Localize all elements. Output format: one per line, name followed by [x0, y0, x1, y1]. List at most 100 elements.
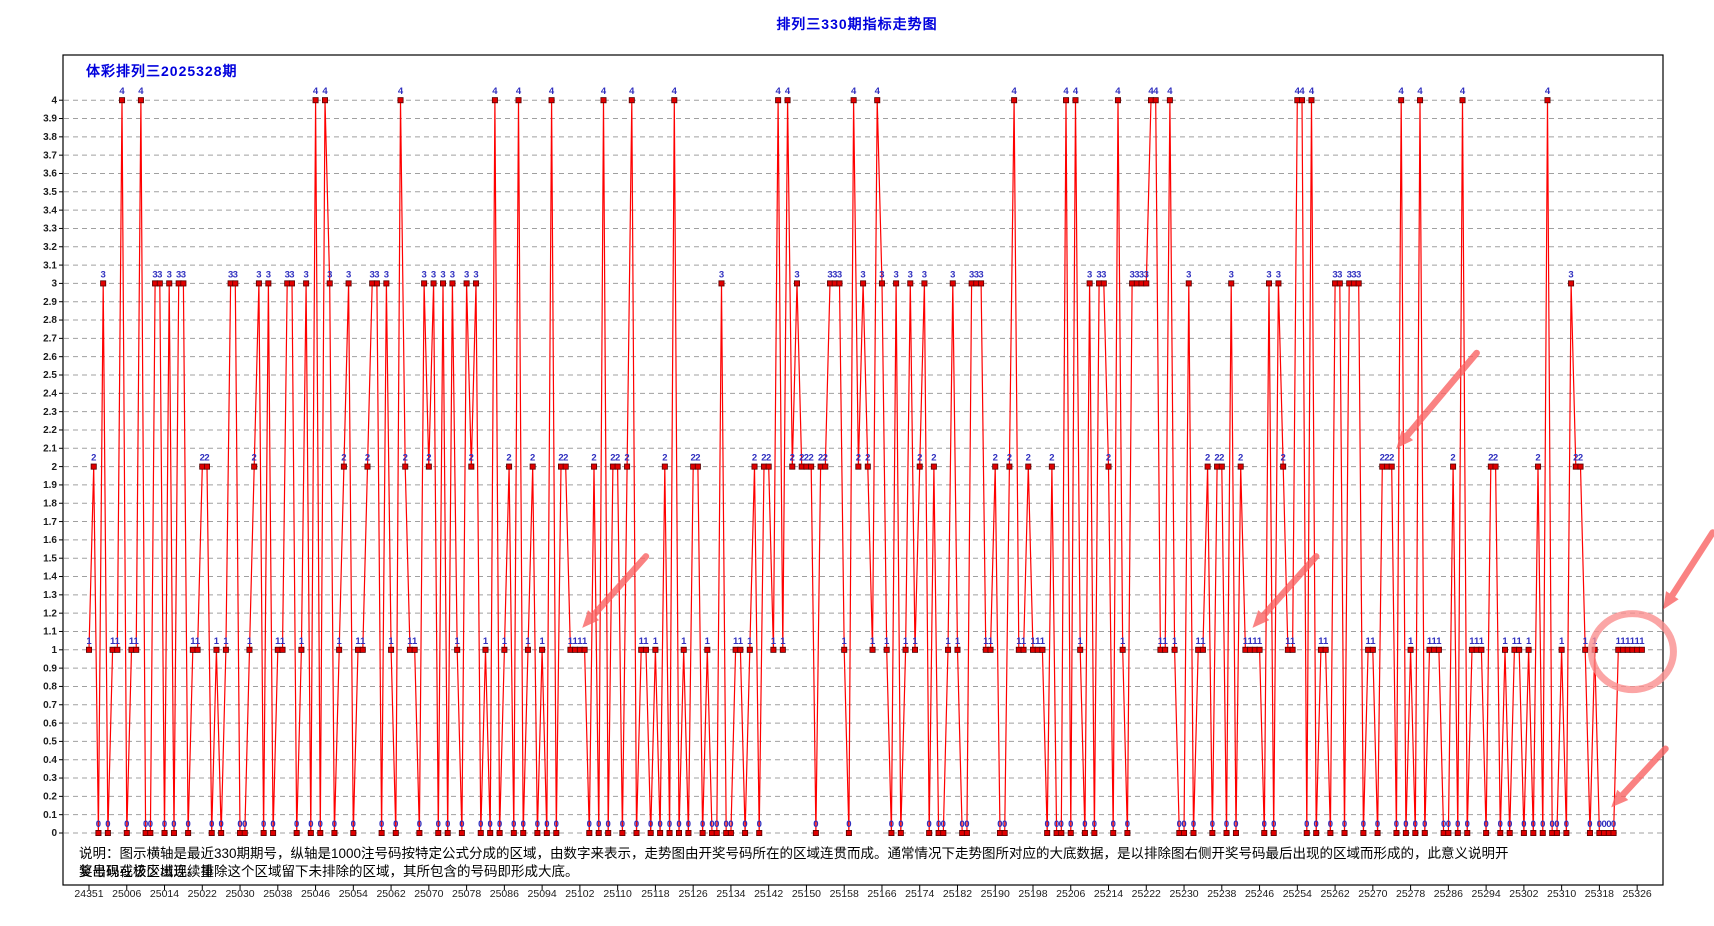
- data-point-label: 1: [1172, 636, 1178, 647]
- data-point-label: 1: [412, 636, 418, 647]
- data-point-label: 3: [228, 269, 233, 280]
- data-point-label: 2: [1384, 453, 1389, 464]
- data-point-label: 3: [893, 269, 898, 280]
- data-point-marker: [203, 463, 210, 470]
- data-point-marker: [307, 830, 314, 837]
- data-point-label: 2: [341, 453, 346, 464]
- data-point-label: 3: [719, 269, 724, 280]
- data-point-label: 1: [1635, 636, 1641, 647]
- data-point-marker: [595, 830, 602, 837]
- data-point-marker: [473, 280, 480, 287]
- data-point-marker: [553, 830, 560, 837]
- data-point-label: 2: [365, 453, 370, 464]
- data-point-marker: [1270, 830, 1277, 837]
- x-tick-label: 25174: [905, 888, 934, 900]
- data-point-marker: [435, 830, 442, 837]
- data-point-label: 3: [303, 269, 308, 280]
- data-point-label: 2: [865, 453, 870, 464]
- x-tick-label: 25070: [414, 888, 443, 900]
- data-point-marker: [1478, 646, 1485, 653]
- data-point-marker: [515, 97, 522, 104]
- data-point-label: 2: [1450, 453, 1455, 464]
- data-point-label: 2: [818, 453, 823, 464]
- data-point-label: 3: [1332, 269, 1337, 280]
- data-point-label: 1: [870, 636, 876, 647]
- data-point-label: 4: [601, 86, 607, 97]
- data-point-marker: [883, 646, 890, 653]
- data-point-marker: [251, 463, 258, 470]
- data-point-label: 0: [242, 819, 247, 830]
- data-point-label: 1: [388, 636, 394, 647]
- data-point-label: 0: [393, 819, 398, 830]
- data-point-marker: [303, 280, 310, 287]
- data-point-label: 1: [1620, 636, 1626, 647]
- data-point-label: 1: [639, 636, 645, 647]
- data-point-marker: [1464, 830, 1471, 837]
- data-point-marker: [1568, 280, 1575, 287]
- x-tick-label: 25166: [867, 888, 896, 900]
- data-point-label: 0: [1507, 819, 1512, 830]
- data-point-marker: [1162, 646, 1169, 653]
- data-point-marker: [1025, 463, 1032, 470]
- data-point-label: 3: [1186, 269, 1191, 280]
- data-point-label: 3: [450, 269, 455, 280]
- data-point-label: 0: [1597, 819, 1602, 830]
- data-point-label: 4: [851, 86, 857, 97]
- data-point-label: 0: [1059, 819, 1064, 830]
- data-point-marker: [491, 97, 498, 104]
- data-point-marker: [293, 830, 300, 837]
- data-point-label: 2: [624, 453, 629, 464]
- data-point-marker: [1275, 280, 1282, 287]
- data-point-label: 2: [662, 453, 667, 464]
- y-tick-label: 3.6: [43, 169, 57, 180]
- data-point-label: 3: [837, 269, 842, 280]
- data-point-marker: [529, 463, 536, 470]
- data-point-marker: [874, 97, 881, 104]
- y-tick-label: 0.9: [43, 663, 57, 674]
- y-tick-label: 1.6: [43, 535, 57, 546]
- data-point-marker: [270, 830, 277, 837]
- data-point-marker: [454, 646, 461, 653]
- data-point-label: 2: [204, 453, 209, 464]
- data-point-marker: [1190, 830, 1197, 837]
- data-point-label: 3: [1276, 269, 1281, 280]
- data-point-marker: [907, 280, 914, 287]
- data-point-marker: [878, 280, 885, 287]
- data-point-marker: [1086, 280, 1093, 287]
- data-point-label: 0: [488, 819, 493, 830]
- data-point-marker: [1218, 463, 1225, 470]
- data-point-label: 1: [1517, 636, 1523, 647]
- data-point-label: 0: [898, 819, 903, 830]
- arrow-0000-arrowhead: [1611, 789, 1629, 808]
- data-point-marker: [657, 830, 664, 837]
- x-tick-label: 25286: [1434, 888, 1463, 900]
- data-point-marker: [477, 830, 484, 837]
- data-point-label: 0: [351, 819, 356, 830]
- data-point-marker: [1256, 646, 1263, 653]
- data-point-label: 0: [1455, 819, 1460, 830]
- data-point-label: 0: [709, 819, 714, 830]
- data-point-label: 3: [1139, 269, 1144, 280]
- data-point-marker: [539, 646, 546, 653]
- data-point-label: 1: [214, 636, 220, 647]
- data-point-marker: [524, 646, 531, 653]
- y-tick-label: 0.6: [43, 718, 57, 729]
- data-point-label: 3: [233, 269, 238, 280]
- x-tick-label: 25094: [528, 888, 557, 900]
- data-point-label: 0: [1304, 819, 1309, 830]
- data-point-label: 3: [1129, 269, 1134, 280]
- data-point-label: 1: [1040, 636, 1046, 647]
- data-point-label: 0: [936, 819, 941, 830]
- data-point-marker: [775, 97, 782, 104]
- data-point-label: 3: [827, 269, 832, 280]
- data-point-label: 3: [1356, 269, 1361, 280]
- data-point-marker: [987, 646, 994, 653]
- y-tick-label: 3.8: [43, 132, 57, 143]
- data-point-marker: [1407, 646, 1414, 653]
- y-axis: 0 0.1 0.2 0.3 0.4 0.5 0.6 0.7 0.8 0.9 1 1.1 1.2 1.3 1.…: [43, 95, 63, 839]
- y-tick-label: 2.3: [43, 407, 57, 418]
- data-point-label: 0: [728, 819, 733, 830]
- data-point-marker: [1459, 97, 1466, 104]
- data-point-label: 1: [1196, 636, 1202, 647]
